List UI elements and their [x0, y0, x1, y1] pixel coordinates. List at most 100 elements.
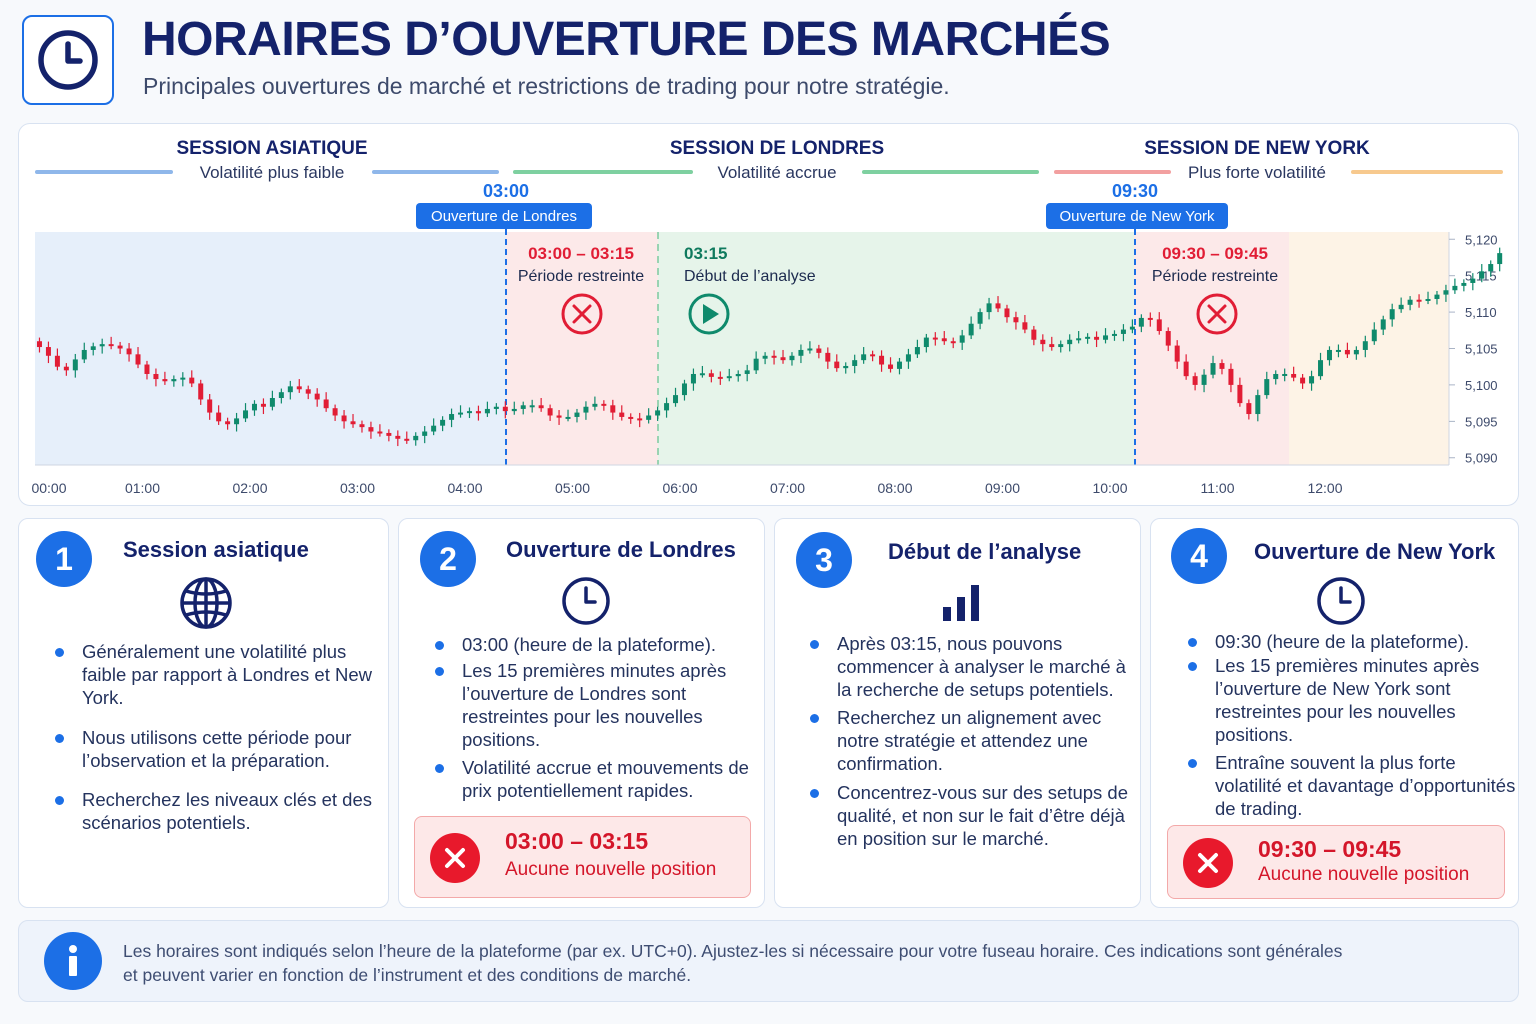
- candle-body: [511, 408, 517, 412]
- step-number-badge: 2: [420, 531, 476, 587]
- candle-body: [81, 349, 87, 360]
- restriction-box: 09:30 – 09:45 Aucune nouvelle position: [1167, 825, 1505, 899]
- candle-body: [314, 393, 320, 400]
- candle-body: [870, 354, 876, 357]
- candle-body: [63, 366, 69, 371]
- list-item: Généralement une volatilité plus faible …: [47, 640, 383, 709]
- ny-open-time: 09:30: [1112, 181, 1158, 201]
- candle-body: [529, 405, 535, 408]
- step-number-badge: 1: [36, 531, 92, 587]
- candle-body: [1497, 253, 1503, 265]
- x-tick-label: 07:00: [770, 480, 805, 496]
- candle-body: [807, 348, 813, 351]
- info-icon: [44, 932, 102, 990]
- candle-body: [950, 341, 956, 344]
- card-london-open: 2 Ouverture de Londres 03:00 (heure de l…: [398, 518, 765, 908]
- restriction-time: 03:00 – 03:15: [505, 828, 649, 854]
- list-item: Entraîne souvent la plus forte volatilit…: [1180, 751, 1520, 820]
- candle-body: [1380, 319, 1386, 330]
- card-bullets: 03:00 (heure de la plateforme). Les 15 p…: [427, 633, 763, 812]
- candle-body: [1326, 349, 1332, 361]
- candle-body: [565, 416, 571, 419]
- candle-body: [1246, 403, 1252, 415]
- list-item: Après 03:15, nous pouvons commencer à an…: [802, 632, 1142, 701]
- card-asian-session: 1 Session asiatique Généralement une vol…: [18, 518, 389, 908]
- candle-body: [879, 355, 885, 365]
- candle-body: [771, 355, 777, 358]
- session-asian-note: Volatilité plus faible: [200, 163, 345, 182]
- candle-body: [144, 364, 150, 374]
- candle-body: [1103, 335, 1109, 340]
- candle-body: [1156, 319, 1162, 332]
- candle-body: [977, 312, 983, 324]
- candle-body: [1040, 339, 1046, 345]
- candle-body: [905, 354, 911, 362]
- candle-body: [449, 414, 455, 420]
- step-number-badge: 4: [1171, 528, 1227, 584]
- candle-body: [619, 412, 625, 417]
- ny-restricted-label: Période restreinte: [1152, 268, 1278, 285]
- candle-body: [1416, 299, 1422, 302]
- card-title: Session asiatique: [123, 537, 309, 562]
- candle-body: [332, 408, 338, 416]
- candle-body: [234, 418, 240, 425]
- list-item: Les 15 premières minutes après l’ouvertu…: [427, 659, 763, 751]
- candle-body: [995, 303, 1001, 309]
- candle-body: [1138, 317, 1144, 327]
- candle-body: [520, 405, 526, 409]
- x-tick-label: 05:00: [555, 480, 590, 496]
- card-title: Ouverture de New York: [1254, 539, 1496, 564]
- x-circle-icon: [1196, 293, 1238, 335]
- list-item: 09:30 (heure de la plateforme).: [1180, 630, 1520, 653]
- session-london-title: SESSION DE LONDRES: [670, 138, 884, 159]
- candle-body: [664, 403, 670, 411]
- london-open-time: 03:00: [483, 181, 529, 201]
- candle-body: [726, 376, 732, 379]
- candle-body: [45, 347, 51, 356]
- candle-body: [1398, 304, 1404, 310]
- candle-body: [1335, 349, 1341, 352]
- candle-body: [153, 373, 159, 380]
- ny-restricted-zone: [1134, 232, 1289, 465]
- card-title: Ouverture de Londres: [506, 537, 736, 562]
- candle-body: [637, 418, 643, 421]
- candle-body: [431, 425, 437, 432]
- candle-body: [386, 432, 392, 436]
- candle-body: [1389, 309, 1395, 320]
- x-circle-icon: [430, 833, 480, 883]
- candle-body: [1300, 377, 1306, 384]
- candle-body: [1219, 363, 1225, 369]
- candle-body: [1461, 282, 1467, 286]
- candle-body: [753, 358, 759, 371]
- candle-body: [1425, 298, 1431, 301]
- candle-body: [1004, 308, 1010, 318]
- candle-body: [1309, 376, 1315, 384]
- candle-body: [762, 355, 768, 359]
- candle-body: [260, 403, 266, 407]
- candle-body: [216, 412, 222, 422]
- candle-body: [681, 383, 687, 396]
- candle-body: [1362, 341, 1368, 350]
- candle-body: [789, 355, 795, 361]
- candle-body: [825, 352, 831, 362]
- candle-body: [72, 359, 78, 371]
- candle-body: [1452, 285, 1458, 291]
- candle-body: [269, 398, 275, 407]
- x-tick-label: 03:00: [340, 480, 375, 496]
- candle-body: [296, 386, 302, 390]
- session-ny-title: SESSION DE NEW YORK: [1144, 138, 1370, 159]
- candle-body: [189, 377, 195, 384]
- candle-body: [646, 415, 652, 420]
- candle-body: [708, 373, 714, 377]
- candle-body: [1183, 361, 1189, 377]
- candle-body: [1013, 317, 1019, 323]
- footer-text: Les horaires sont indiqués selon l’heure…: [123, 939, 1342, 987]
- x-circle-icon: [561, 293, 603, 335]
- card-ny-open: 4 Ouverture de New York 09:30 (heure de …: [1150, 518, 1519, 908]
- candle-body: [1165, 331, 1171, 346]
- candle-body: [601, 403, 607, 406]
- y-tick-label: 5,105: [1465, 342, 1498, 357]
- ny-restricted-time: 09:30 – 09:45: [1162, 244, 1268, 263]
- candle-body: [1192, 376, 1198, 385]
- x-tick-labels: 00:00 01:00 02:00 03:00 04:00 05:00 06:00 07:00…: [31, 480, 1342, 496]
